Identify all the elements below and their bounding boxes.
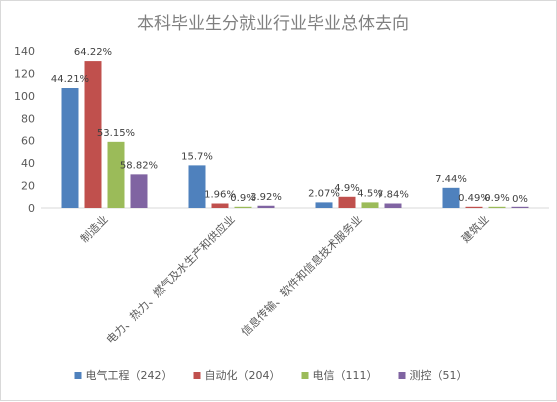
y-tick-label: 140 [14,45,35,58]
category-label: 电力、热力、燃气及水生产和供应业 [103,212,237,346]
bar [188,165,206,208]
legend-swatch [74,372,82,379]
bar [488,206,506,208]
legend-label: 测控（51） [410,368,468,382]
category-label: 制造业 [77,212,110,245]
data-label: 0.9% [230,193,255,204]
y-tick-label: 40 [21,157,35,170]
chart-title: 本科毕业生分就业行业毕业总体去向 [137,14,409,34]
data-label: 1.96% [204,190,236,201]
data-label: 2.07% [308,188,340,199]
bar [234,206,252,208]
data-label: 7.44% [435,174,467,185]
data-label: 4.5% [357,188,382,199]
y-tick-label: 0 [28,202,35,215]
category-label: 信息传输、软件和信息技术服务业 [238,212,365,339]
data-label: 44.21% [51,74,89,85]
legend-swatch [193,372,201,379]
data-label: 0.49% [458,193,490,204]
bar [61,88,79,208]
bar [442,187,460,208]
data-label: 15.7% [181,151,213,162]
data-label: 64.22% [74,47,112,58]
data-label: 3.92% [250,192,282,203]
bar [130,174,148,208]
category-label: 建筑业 [458,212,491,245]
y-tick-label: 60 [21,135,35,148]
bar [511,206,529,208]
bar [84,61,102,208]
y-tick-label: 120 [14,67,35,80]
y-tick-label: 80 [21,112,35,125]
bar [338,196,356,208]
data-label: 7.84% [377,190,409,201]
data-label: 0.9% [484,193,509,204]
bar [257,205,275,208]
legend-swatch [398,372,406,379]
data-label: 0% [512,194,528,205]
data-label: 4.9% [334,183,359,194]
bar [315,202,333,208]
legend-label: 自动化（204） [205,368,281,382]
legend-swatch [301,372,309,379]
y-tick-label: 100 [14,90,35,103]
data-label: 53.15% [97,128,135,139]
legend-label: 电信（111） [313,369,378,382]
bar [465,206,483,208]
legend-label: 电气工程（242） [86,368,173,382]
bar [211,203,229,208]
y-tick-label: 20 [21,180,35,193]
data-label: 58.82% [120,160,158,171]
bar [361,202,379,208]
bar [107,141,125,208]
bar [384,203,402,208]
